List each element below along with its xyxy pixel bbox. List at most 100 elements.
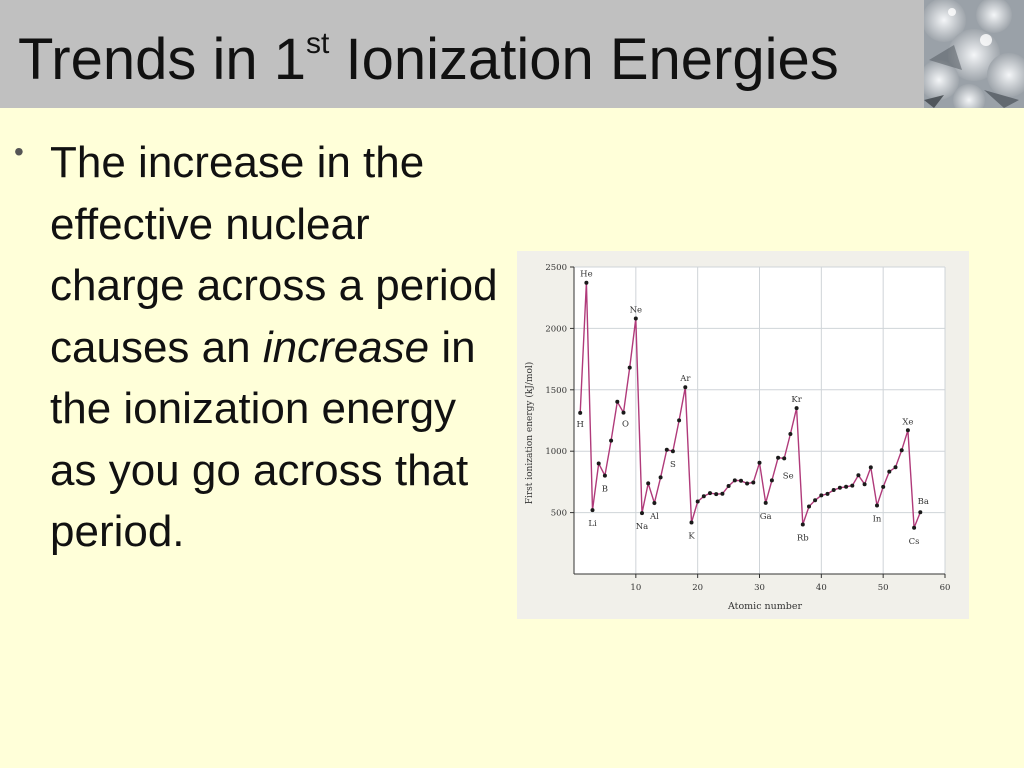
data-point [732,478,737,483]
element-label: In [873,515,882,525]
data-point [813,498,818,503]
data-point [776,455,781,460]
data-point [769,478,774,483]
data-point [658,475,663,480]
x-tick-label: 10 [630,583,641,593]
data-point [602,473,607,478]
data-point [670,449,675,454]
data-point [596,461,601,466]
bullet-text: The increase in the effective nuclear ch… [50,132,500,563]
data-point [899,448,904,453]
data-point [714,492,719,497]
element-label: K [688,532,695,542]
title-bar: Trends in 1st Ionization Energies [0,0,1024,108]
y-tick-label: 500 [551,509,567,519]
data-point [844,484,849,489]
x-axis-label: Atomic number [727,601,803,612]
data-point [701,494,706,499]
x-tick-label: 60 [940,583,951,593]
data-point [788,432,793,436]
data-point [590,508,595,513]
element-label: Al [649,512,659,522]
data-point [584,280,589,285]
element-label: B [602,485,608,495]
data-point [745,481,750,486]
data-point [831,488,836,492]
element-label: Xe [902,417,913,427]
x-tick-label: 30 [754,583,765,593]
y-axis-label: First ionization energy (kJ/mol) [524,362,535,505]
element-label: Na [636,522,649,532]
ionization-energy-chart: 500 1000 1500 2000 2500 10 20 30 40 50 60 H He Li B O N… [517,251,969,619]
data-point [751,480,756,485]
data-point [763,500,768,505]
x-tick-label: 50 [878,583,889,593]
chart-svg: 500 1000 1500 2000 2500 10 20 30 40 50 60 H He Li B O N… [524,263,951,612]
element-label: Ba [918,497,929,507]
data-point [640,511,644,516]
title-superscript: st [306,27,330,60]
data-point [918,510,923,515]
data-point [578,410,583,415]
data-point [875,503,879,508]
data-point [912,525,917,530]
element-label: Ne [630,306,642,316]
x-tick-label: 20 [692,583,703,593]
data-point [862,482,867,487]
data-point [627,365,632,370]
data-point [726,484,731,488]
ice-texture-graphic [924,0,1024,108]
data-point [646,481,651,486]
title-main: Trends in 1 [18,27,306,92]
x-tick-label: 40 [816,583,827,593]
bullet-text-after: in the ionization energy as you go acros… [50,322,476,557]
data-point [739,478,743,483]
title-rest: Ionization Energies [329,27,839,92]
data-point [664,447,669,452]
element-label: S [670,460,676,470]
y-tick-label: 1000 [545,447,567,457]
element-label: Kr [791,395,802,405]
data-point [856,473,861,478]
data-point [695,499,700,504]
element-label: H [576,420,583,430]
data-point [615,399,620,404]
data-point [887,469,892,474]
data-point [652,501,657,505]
data-point [677,418,682,423]
bullet-dot: • [14,136,24,167]
bullet-text-before: The increase in the effective nuclear ch… [50,138,498,372]
data-point [807,504,811,509]
data-point [893,465,898,470]
element-label: Cs [909,537,920,547]
data-point [757,460,762,465]
data-point [720,491,725,496]
data-point [782,456,787,461]
data-point [881,484,886,489]
element-label: Li [588,519,597,529]
data-point [794,406,799,411]
element-label: Se [783,471,794,481]
data-point [689,520,694,525]
data-point [868,465,873,470]
element-label: Ga [760,512,772,522]
bullet-emphasis: increase [262,322,430,372]
element-label: Rb [797,534,809,544]
element-label: Ar [679,374,691,384]
data-point [837,485,842,490]
element-label: O [622,420,629,430]
data-point [800,522,805,527]
data-point [633,316,638,321]
ice-texture-image [924,0,1024,108]
y-tick-label: 1500 [545,386,567,396]
data-point [683,385,688,390]
data-point [819,493,824,498]
data-point [850,483,855,488]
data-point [905,428,910,433]
y-tick-label: 2500 [545,263,567,273]
element-label: He [580,270,592,280]
y-tick-label: 2000 [545,324,567,334]
data-point [825,491,830,496]
data-point [621,410,626,415]
data-point [609,438,614,443]
